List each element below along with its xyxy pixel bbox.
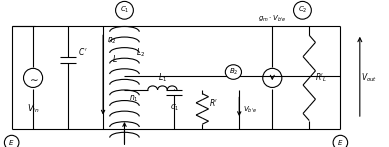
Text: $n_1$: $n_1$ [130, 93, 139, 104]
Text: $g_m \cdot V_{b'e}$: $g_m \cdot V_{b'e}$ [258, 14, 287, 24]
Text: $E$: $E$ [337, 138, 343, 147]
Ellipse shape [225, 65, 242, 79]
Ellipse shape [333, 135, 348, 147]
Text: $R'$: $R'$ [209, 97, 219, 108]
Text: $V_{b'e}$: $V_{b'e}$ [243, 105, 257, 115]
Text: $C_1$: $C_1$ [170, 102, 180, 113]
Text: $\sim$: $\sim$ [27, 73, 39, 83]
Text: $L_2$: $L_2$ [136, 46, 145, 59]
Ellipse shape [4, 135, 19, 147]
Text: $V_{out}$: $V_{out}$ [361, 72, 378, 84]
Text: $V_{in}$: $V_{in}$ [27, 102, 39, 115]
Text: $R'_L$: $R'_L$ [315, 72, 328, 84]
Ellipse shape [294, 1, 311, 19]
Text: $L_1$: $L_1$ [158, 72, 167, 85]
Text: $C'$: $C'$ [78, 46, 88, 57]
Text: $E$: $E$ [9, 138, 15, 147]
Text: $B_2$: $B_2$ [229, 67, 238, 77]
Text: $n_2$: $n_2$ [107, 36, 116, 46]
Text: $C_2$: $C_2$ [298, 5, 307, 15]
Text: $L$: $L$ [112, 53, 117, 64]
Text: $C_1$: $C_1$ [120, 5, 129, 15]
Ellipse shape [116, 1, 133, 19]
